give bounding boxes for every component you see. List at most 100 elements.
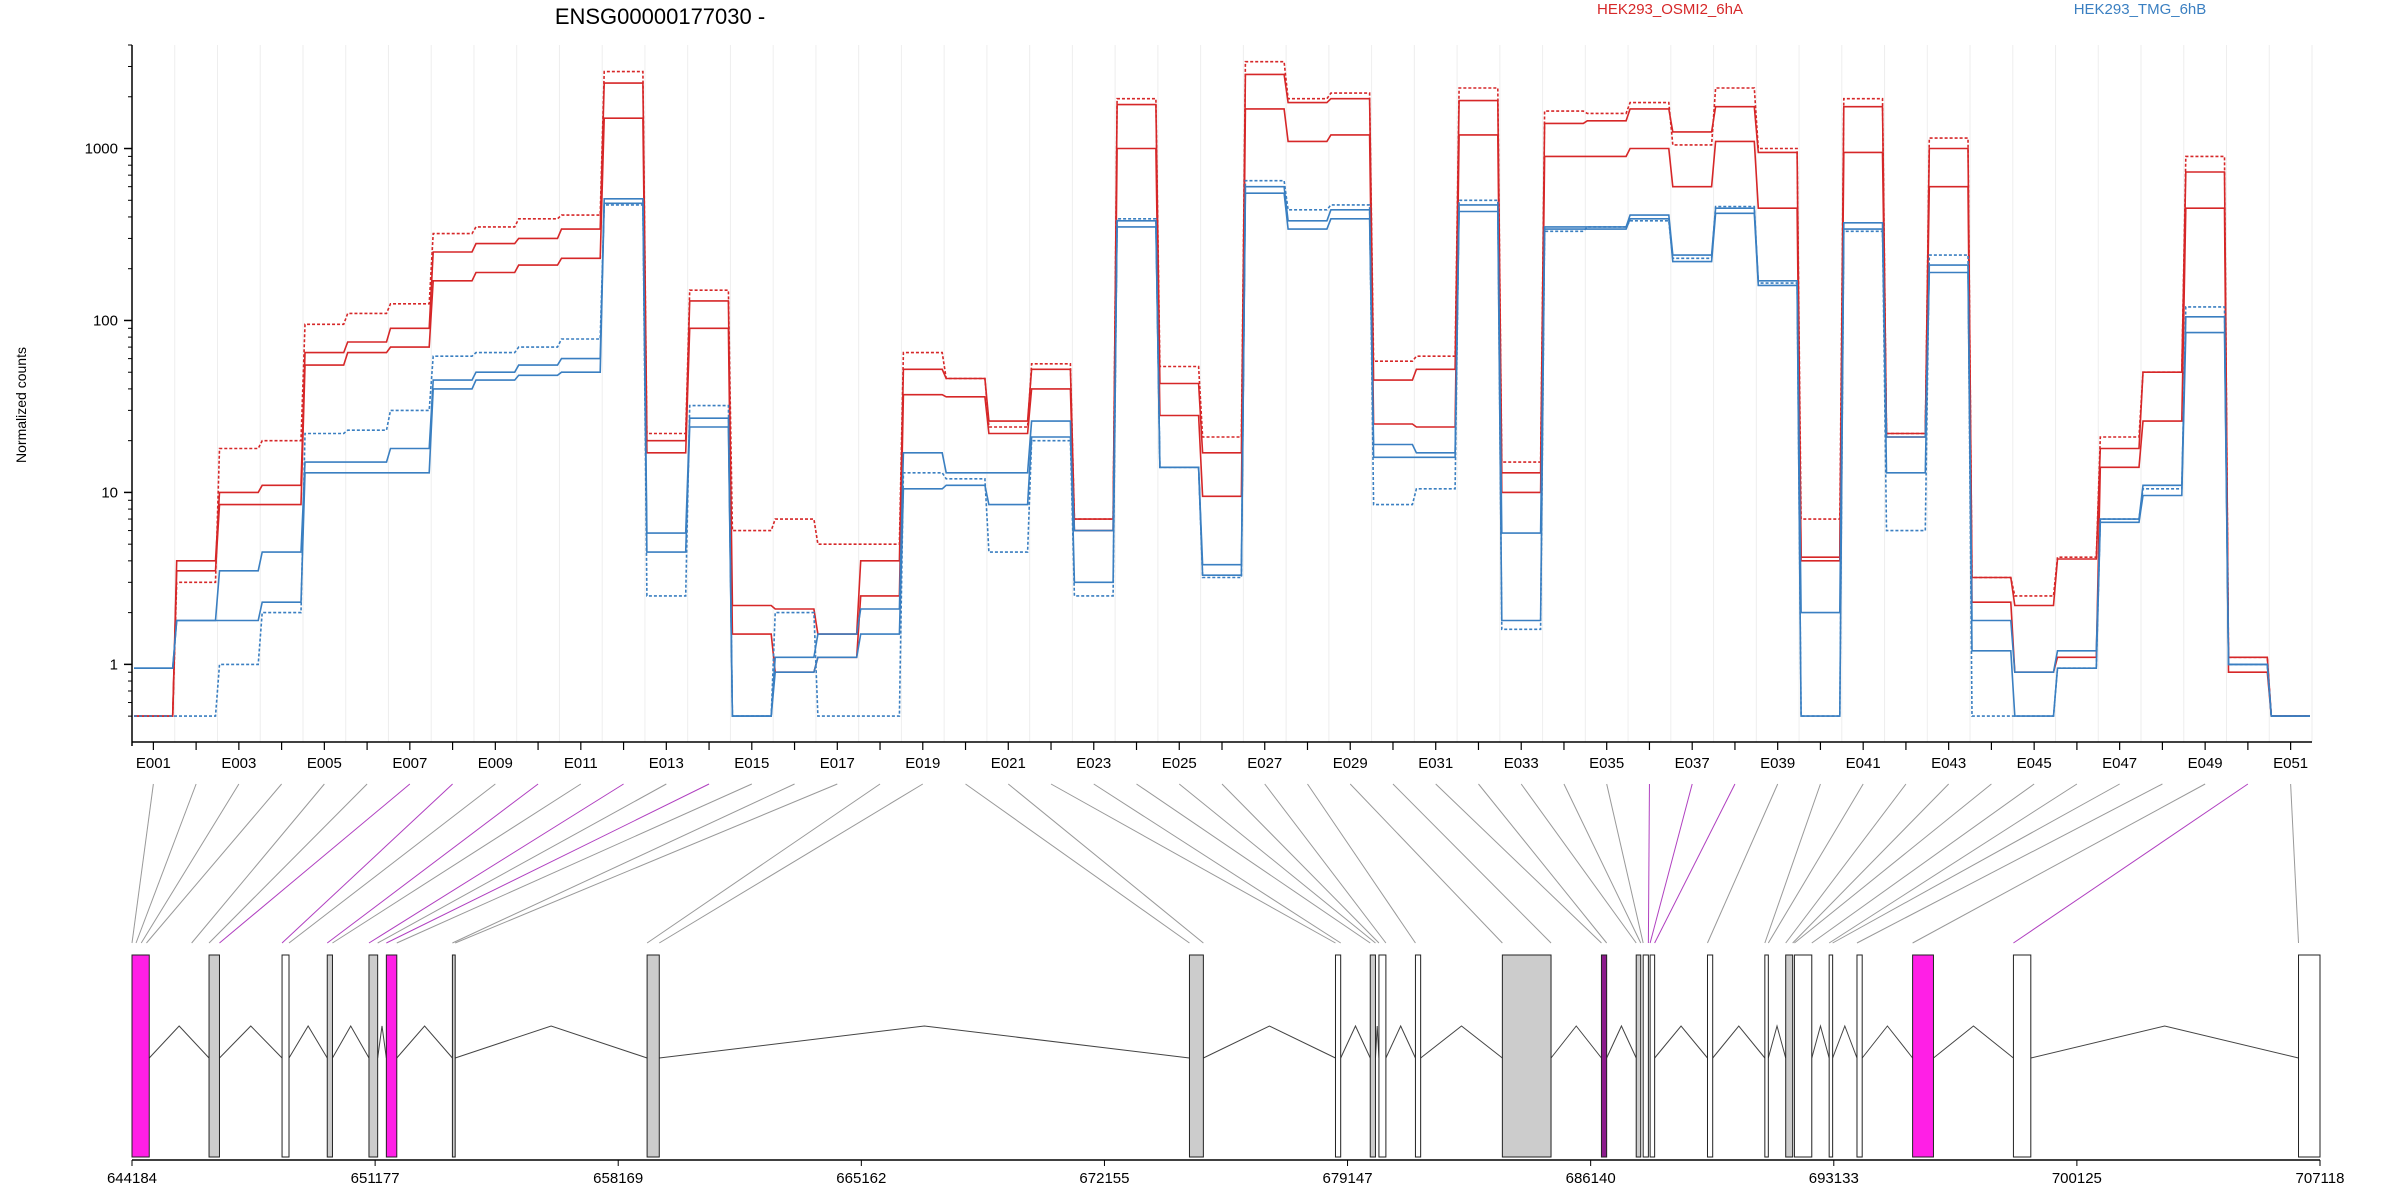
series-line <box>134 192 2310 717</box>
exon-block <box>1378 954 1387 1158</box>
intron-line <box>1203 1025 1336 1059</box>
intron-line <box>1654 1025 1708 1059</box>
intron-line <box>1832 1024 1858 1059</box>
intron-line <box>659 1025 1190 1059</box>
genomic-tick-label: 665162 <box>836 1170 886 1187</box>
exon-connector <box>1654 783 1736 944</box>
exon-connector <box>1093 783 1341 944</box>
exon-block <box>1501 954 1552 1158</box>
exon-block <box>1635 954 1642 1158</box>
exon-connector <box>1912 783 2206 944</box>
exon-connector <box>208 783 368 944</box>
exon-connectors <box>131 783 2300 944</box>
exon-connector <box>288 783 496 944</box>
exon-block <box>1785 954 1794 1158</box>
exon-connector <box>1764 783 1821 944</box>
gridlines <box>131 45 2313 742</box>
exon-connector <box>1832 783 2120 944</box>
exon-block <box>208 954 220 1158</box>
exon-block <box>326 954 333 1158</box>
genomic-tick-label: 679147 <box>1323 1170 1373 1187</box>
exon-block <box>1828 954 1834 1158</box>
intron-line <box>1861 1025 1913 1059</box>
exon-connector <box>326 783 539 944</box>
genomic-tick-label: 686140 <box>1566 1170 1616 1187</box>
intron-line <box>148 1025 210 1059</box>
axes: 1 10 100 1000 E001 E003 E005 E007 E009 E011 E013 E0… <box>85 44 2312 772</box>
x-tick-label: E001 <box>136 755 171 772</box>
exon-connector <box>1221 783 1380 944</box>
genomic-tick-label: 700125 <box>2052 1170 2102 1187</box>
y-tick-label: 1000 <box>85 141 118 158</box>
exon-block <box>385 954 398 1158</box>
exon-connector <box>1649 783 1693 944</box>
exon-block <box>646 954 660 1158</box>
x-tick-label: E017 <box>820 755 855 772</box>
exon-connector <box>1606 783 1644 944</box>
exon-connector <box>2290 783 2300 944</box>
x-tick-label: E033 <box>1504 755 1539 772</box>
intron-line <box>396 1025 453 1059</box>
intron-line <box>1811 1024 1830 1059</box>
intron-line <box>1933 1025 2014 1059</box>
exon-connector <box>1794 783 1992 944</box>
exon-block <box>1188 954 1204 1158</box>
exon-connector <box>452 783 795 944</box>
x-tick-label: E015 <box>734 755 769 772</box>
legend-group-1: HEK293_OSMI2_6hA <box>1597 1 1743 18</box>
x-tick-label: E039 <box>1760 755 1795 772</box>
x-tick-label: E027 <box>1247 755 1282 772</box>
x-tick-label: E023 <box>1076 755 1111 772</box>
x-tick-label: E041 <box>1846 755 1881 772</box>
exon-block <box>1856 954 1863 1158</box>
intron-line <box>288 1025 328 1059</box>
exon-block <box>1369 954 1376 1158</box>
exon-connector <box>1811 783 2035 944</box>
exon-connector <box>191 783 325 944</box>
exon-connector <box>1828 783 2078 944</box>
intron-line <box>1712 1025 1766 1059</box>
exon-block <box>1912 954 1934 1158</box>
exon-connector <box>1647 783 1650 944</box>
x-tick-label: E031 <box>1418 755 1453 772</box>
intron-line <box>377 1025 387 1059</box>
x-tick-label: E005 <box>307 755 342 772</box>
intron-line <box>1374 1025 1380 1059</box>
intron-line <box>455 1025 648 1059</box>
exon-connector <box>1856 783 2163 944</box>
exon-connector <box>1767 783 1864 944</box>
exon-connector <box>1478 783 1608 944</box>
x-tick-label: E025 <box>1162 755 1197 772</box>
series-line <box>134 73 2310 717</box>
exon-block <box>1642 954 1649 1158</box>
exon-block <box>131 954 150 1158</box>
y-axis-label: Normalized counts <box>13 347 29 463</box>
genomic-tick-label: 658169 <box>593 1170 643 1187</box>
x-tick-label: E021 <box>991 755 1026 772</box>
x-tick-label: E037 <box>1675 755 1710 772</box>
x-tick-label: E009 <box>478 755 513 772</box>
exon-connector <box>1349 783 1503 944</box>
exon-connector <box>1007 783 1204 944</box>
exon-connector <box>1520 783 1637 944</box>
exon-connector <box>135 783 197 944</box>
x-tick-label: E051 <box>2273 755 2308 772</box>
series-line <box>134 108 2310 717</box>
y-tick-label: 10 <box>101 484 118 501</box>
x-tick-label: E007 <box>392 755 427 772</box>
legend-group-2: HEK293_TMG_6hB <box>2074 1 2207 18</box>
exon-connector <box>2013 783 2249 944</box>
exon-connector <box>368 783 624 944</box>
exon-connector <box>281 783 453 944</box>
exon-block <box>1706 954 1714 1158</box>
x-tick-label: E045 <box>2017 755 2052 772</box>
exon-connector <box>146 783 282 944</box>
x-tick-label: E047 <box>2102 755 2137 772</box>
exon-connector <box>1264 783 1387 944</box>
exon-connector <box>219 783 411 944</box>
genomic-tick-label: 693133 <box>1809 1170 1859 1187</box>
exon-block <box>1793 954 1813 1158</box>
exon-connector <box>1307 783 1416 944</box>
series-line <box>134 60 2310 717</box>
